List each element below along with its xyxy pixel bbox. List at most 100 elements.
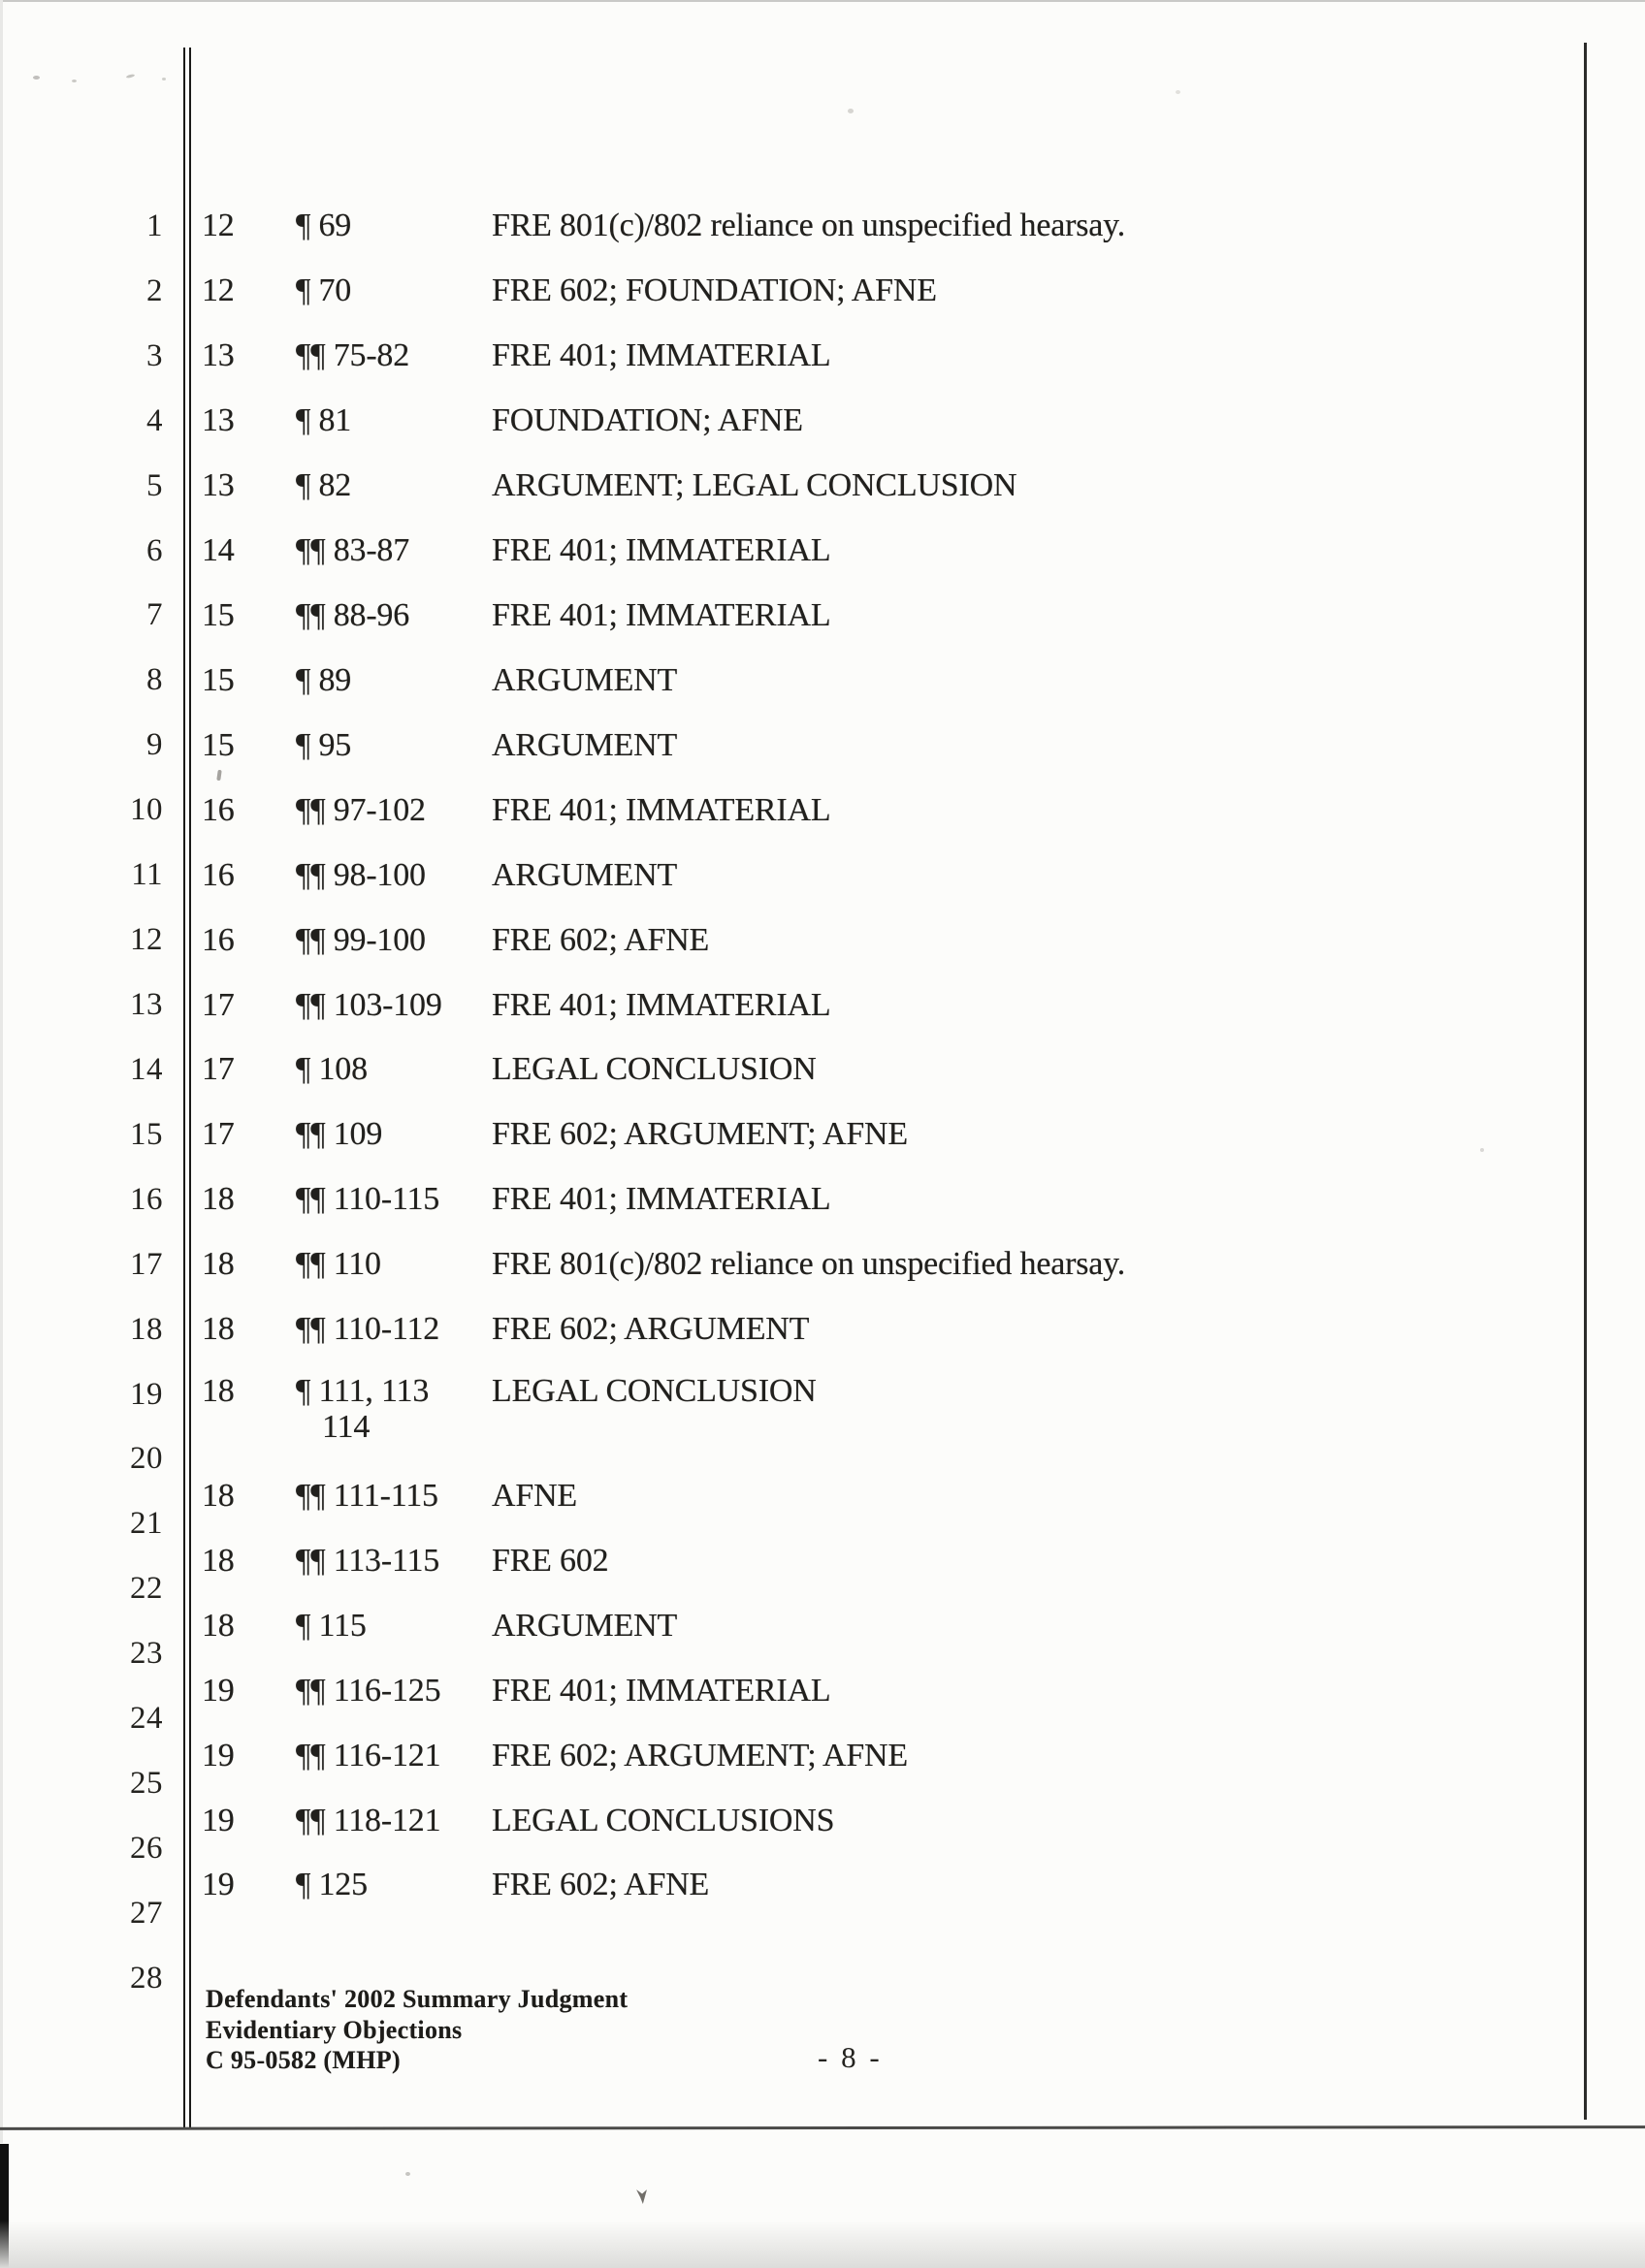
table-row: 18 ¶¶ 111-115 AFNE — [202, 1463, 1501, 1528]
line-number: 10 — [130, 792, 163, 828]
page-ref-cell: 18 — [202, 1246, 235, 1283]
paragraph-ref-cell: ¶¶ 116-125 — [296, 1673, 492, 1709]
footer-title-line: Defendants' 2002 Summary Judgment — [206, 1985, 629, 2013]
page-ref-cell: 19 — [202, 1672, 235, 1709]
objection-cell: LEGAL CONCLUSION — [492, 1372, 817, 1409]
line-number: 25 — [130, 1766, 163, 1802]
paragraph-ref-line1: ¶¶ 116-121 — [296, 1737, 441, 1773]
paragraph-ref-line1: ¶¶ 113-115 — [296, 1542, 440, 1579]
objection-cell: LEGAL CONCLUSIONS — [492, 1802, 835, 1838]
scan-top-edge — [0, 0, 1645, 2]
line-number: 13 — [130, 987, 163, 1023]
table-row: 18 ¶¶ 110-112 FRE 602; ARGUMENT — [202, 1297, 1501, 1362]
scan-bottom-shade — [0, 2220, 1645, 2268]
paragraph-ref-cell: ¶¶ 113-115 — [296, 1543, 492, 1580]
line-number: 8 — [146, 662, 163, 698]
paragraph-ref-line1: ¶¶ 99-100 — [296, 921, 426, 958]
page-ref-cell: 15 — [202, 726, 235, 763]
line-number: 9 — [146, 727, 163, 763]
paragraph-ref-line1: ¶¶ 97-102 — [296, 791, 426, 828]
objection-cell: FRE 602; AFNE — [492, 1867, 710, 1903]
paragraph-ref-line1: ¶¶ 103-109 — [296, 986, 442, 1023]
paragraph-ref-cell: ¶ 108 — [296, 1051, 492, 1088]
objection-cell: FRE 401; IMMATERIAL — [492, 596, 831, 633]
table-row: 18 ¶¶ 110-115 FRE 401; IMMATERIAL — [202, 1167, 1501, 1232]
paragraph-ref-cell: ¶¶ 83-87 — [296, 532, 492, 569]
page-ref-cell: 17 — [202, 986, 235, 1023]
page-ref-cell: 19 — [202, 1802, 235, 1838]
objection-cell: FRE 401; IMMATERIAL — [492, 337, 831, 374]
table-row: 12 ¶ 69 FRE 801(c)/802 reliance on unspeci… — [202, 194, 1501, 259]
table-row: 19 ¶¶ 116-125 FRE 401; IMMATERIAL — [202, 1658, 1501, 1723]
page-ref-cell: 18 — [202, 1542, 235, 1579]
paragraph-ref-line1: ¶¶ 88-96 — [296, 596, 410, 633]
paragraph-ref-cell: ¶¶ 75-82 — [296, 337, 492, 374]
objection-cell: FOUNDATION; AFNE — [492, 402, 803, 439]
line-number: 19 — [130, 1376, 163, 1412]
paragraph-ref-cell: ¶¶ 98-100 — [296, 857, 492, 894]
paragraph-ref-line1: ¶¶ 116-125 — [296, 1672, 441, 1709]
paragraph-ref-line1: ¶¶ 109 — [296, 1116, 383, 1153]
page-ref-cell: 19 — [202, 1867, 235, 1903]
objection-cell: FRE 602 — [492, 1542, 609, 1579]
page-ref-cell: 17 — [202, 1116, 235, 1153]
objection-cell: FRE 801(c)/802 reliance on unspecified h… — [492, 208, 1126, 244]
paragraph-ref-cell: ¶ 125 — [296, 1867, 492, 1903]
line-number: 28 — [130, 1960, 163, 1996]
table-row: 15 ¶¶ 88-96 FRE 401; IMMATERIAL — [202, 584, 1501, 649]
page-ref-cell: 12 — [202, 272, 235, 309]
table-row: 17 ¶ 108 LEGAL CONCLUSION — [202, 1038, 1501, 1102]
objections-table: 12 ¶ 69 FRE 801(c)/802 reliance on unspeci… — [202, 194, 1501, 1918]
line-number: 11 — [131, 857, 163, 893]
line-number: 21 — [130, 1506, 163, 1542]
objection-cell: FRE 602; ARGUMENT; AFNE — [492, 1737, 908, 1773]
table-row: 13 ¶ 82 ARGUMENT; LEGAL CONCLUSION — [202, 454, 1501, 519]
page-ref-cell: 16 — [202, 791, 235, 828]
paragraph-ref-cell: ¶ 115 — [296, 1608, 492, 1645]
table-row: 17 ¶¶ 109 FRE 602; ARGUMENT; AFNE — [202, 1102, 1501, 1167]
objection-cell: FRE 401; IMMATERIAL — [492, 1181, 831, 1218]
objection-cell: ARGUMENT — [492, 856, 678, 893]
table-row: 19 ¶ 125 FRE 602; AFNE — [202, 1853, 1501, 1918]
paragraph-ref-line1: ¶ 108 — [296, 1051, 368, 1088]
page-ref-cell: 14 — [202, 532, 235, 569]
line-number: 1 — [146, 208, 163, 243]
paragraph-ref-line1: ¶¶ 75-82 — [296, 337, 410, 374]
line-number: 12 — [130, 922, 163, 958]
paragraph-ref-cell: ¶¶ 99-100 — [296, 922, 492, 959]
page-ref-cell: 16 — [202, 921, 235, 958]
paragraph-ref-line1: ¶¶ 83-87 — [296, 532, 410, 569]
paragraph-ref-line1: ¶ 115 — [296, 1607, 367, 1644]
paragraph-ref-cell: ¶¶ 116-121 — [296, 1738, 492, 1774]
paragraph-ref-cell: ¶ 70 — [296, 272, 492, 309]
objection-cell: FRE 602; ARGUMENT; AFNE — [492, 1116, 908, 1153]
scan-checkmark-fleck — [636, 2189, 647, 2204]
scan-speck — [72, 80, 77, 82]
paragraph-ref-line1: ¶ 95 — [296, 726, 352, 763]
table-row: 16 ¶¶ 99-100 FRE 602; AFNE — [202, 908, 1501, 973]
table-row: 14 ¶¶ 83-87 FRE 401; IMMATERIAL — [202, 519, 1501, 584]
line-number-column: 1 2 3 4 5 6 7 8 9 10 11 12 13 14 15 16 17 18 19 20 21 22 23 24 2… — [39, 194, 163, 2011]
paragraph-ref-cell: ¶ 111, 113 114 — [296, 1373, 492, 1445]
objection-cell: FRE 602; ARGUMENT — [492, 1311, 810, 1348]
objection-cell: AFNE — [492, 1477, 577, 1514]
paragraph-ref-line1: ¶ 125 — [296, 1867, 368, 1903]
paragraph-ref-line1: ¶ 69 — [296, 208, 352, 244]
page-ref-cell: 16 — [202, 856, 235, 893]
page-number: - 8 - — [818, 2040, 883, 2074]
line-number: 26 — [130, 1831, 163, 1866]
table-row: 18 ¶ 111, 113 114 LEGAL CONCLUSION — [202, 1362, 1501, 1464]
line-number: 15 — [130, 1116, 163, 1152]
objection-cell: ARGUMENT — [492, 1607, 678, 1644]
line-number: 14 — [130, 1051, 163, 1087]
line-number: 17 — [130, 1246, 163, 1282]
paragraph-ref-cell: ¶ 81 — [296, 402, 492, 439]
objection-cell: ARGUMENT; LEGAL CONCLUSION — [492, 467, 1017, 504]
table-row: 19 ¶¶ 116-121 FRE 602; ARGUMENT; AFNE — [202, 1723, 1501, 1788]
scan-speck — [125, 73, 136, 80]
paragraph-ref-cell: ¶ 95 — [296, 727, 492, 764]
paragraph-ref-cell: ¶¶ 111-115 — [296, 1478, 492, 1515]
scan-corner-artifact — [0, 2144, 9, 2268]
paragraph-ref-cell: ¶ 82 — [296, 467, 492, 504]
